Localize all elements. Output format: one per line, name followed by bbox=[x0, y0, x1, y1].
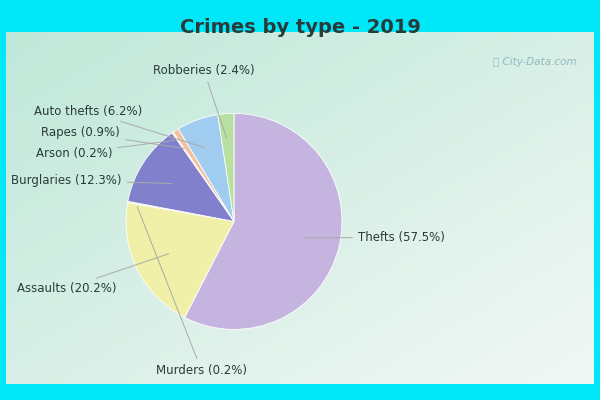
Text: Assaults (20.2%): Assaults (20.2%) bbox=[17, 254, 169, 295]
Wedge shape bbox=[126, 203, 234, 318]
Wedge shape bbox=[128, 201, 234, 222]
Text: Auto thefts (6.2%): Auto thefts (6.2%) bbox=[34, 105, 205, 148]
Text: Thefts (57.5%): Thefts (57.5%) bbox=[305, 231, 445, 244]
Wedge shape bbox=[173, 129, 234, 222]
Text: Crimes by type - 2019: Crimes by type - 2019 bbox=[179, 18, 421, 37]
Text: ⓘ City-Data.com: ⓘ City-Data.com bbox=[493, 57, 577, 67]
Wedge shape bbox=[185, 114, 342, 330]
Wedge shape bbox=[218, 114, 234, 222]
Wedge shape bbox=[172, 132, 234, 222]
Text: Arson (0.2%): Arson (0.2%) bbox=[36, 140, 175, 160]
Text: Burglaries (12.3%): Burglaries (12.3%) bbox=[11, 174, 172, 187]
Wedge shape bbox=[178, 115, 234, 222]
Text: Rapes (0.9%): Rapes (0.9%) bbox=[41, 126, 184, 148]
Wedge shape bbox=[128, 133, 234, 222]
Text: Robberies (2.4%): Robberies (2.4%) bbox=[153, 64, 254, 138]
Text: Murders (0.2%): Murders (0.2%) bbox=[137, 206, 247, 377]
